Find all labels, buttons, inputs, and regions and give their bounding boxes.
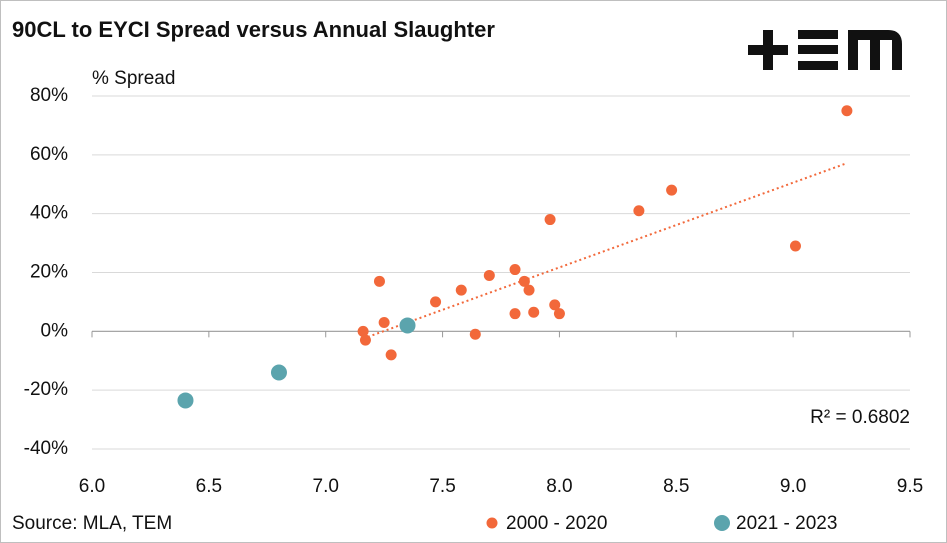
point xyxy=(378,317,390,329)
x-tick-label: 7.0 xyxy=(313,476,339,497)
x-tick-label: 9.0 xyxy=(780,476,806,497)
y-tick-label: 20% xyxy=(30,262,68,283)
point xyxy=(430,296,442,308)
chart-title: 90CL to EYCI Spread versus Annual Slaugh… xyxy=(12,17,495,42)
x-tick-label: 6.5 xyxy=(196,476,222,497)
legend-label: 2000 - 2020 xyxy=(506,513,607,534)
x-tick-label: 8.5 xyxy=(663,476,689,497)
point xyxy=(528,306,540,318)
point xyxy=(483,269,495,281)
point xyxy=(270,364,287,381)
point xyxy=(385,349,397,361)
point xyxy=(509,308,521,320)
trendline xyxy=(362,162,848,340)
point xyxy=(373,275,385,287)
point xyxy=(509,264,521,276)
point xyxy=(549,299,561,311)
point xyxy=(666,184,678,196)
point xyxy=(455,284,467,296)
point xyxy=(523,284,535,296)
y-tick-label: -40% xyxy=(24,438,68,459)
legend-label: 2021 - 2023 xyxy=(736,513,837,534)
logo xyxy=(748,30,902,70)
legend-marker xyxy=(714,515,730,531)
x-tick-label: 9.5 xyxy=(897,476,923,497)
y-tick-label: 80% xyxy=(30,85,68,106)
y-tick-label: -20% xyxy=(24,379,68,400)
point xyxy=(841,105,853,117)
y-tick-label: 0% xyxy=(41,320,69,341)
x-tick-label: 7.5 xyxy=(429,476,455,497)
x-tick-label: 6.0 xyxy=(79,476,105,497)
y-tick-label: 60% xyxy=(30,144,68,165)
point xyxy=(357,325,369,337)
legend-marker xyxy=(486,517,498,529)
point xyxy=(399,317,416,334)
source: Source: MLA, TEM xyxy=(12,513,172,534)
y-axis-title: % Spread xyxy=(92,68,175,89)
point xyxy=(469,328,481,340)
x-tick-label: 8.0 xyxy=(546,476,572,497)
point xyxy=(544,214,556,226)
point xyxy=(359,334,371,346)
point xyxy=(177,392,194,409)
point xyxy=(518,275,530,287)
point xyxy=(553,308,565,320)
point xyxy=(789,240,801,252)
r-squared: R² = 0.6802 xyxy=(810,407,910,428)
point xyxy=(633,205,645,217)
y-tick-label: 40% xyxy=(30,203,68,224)
